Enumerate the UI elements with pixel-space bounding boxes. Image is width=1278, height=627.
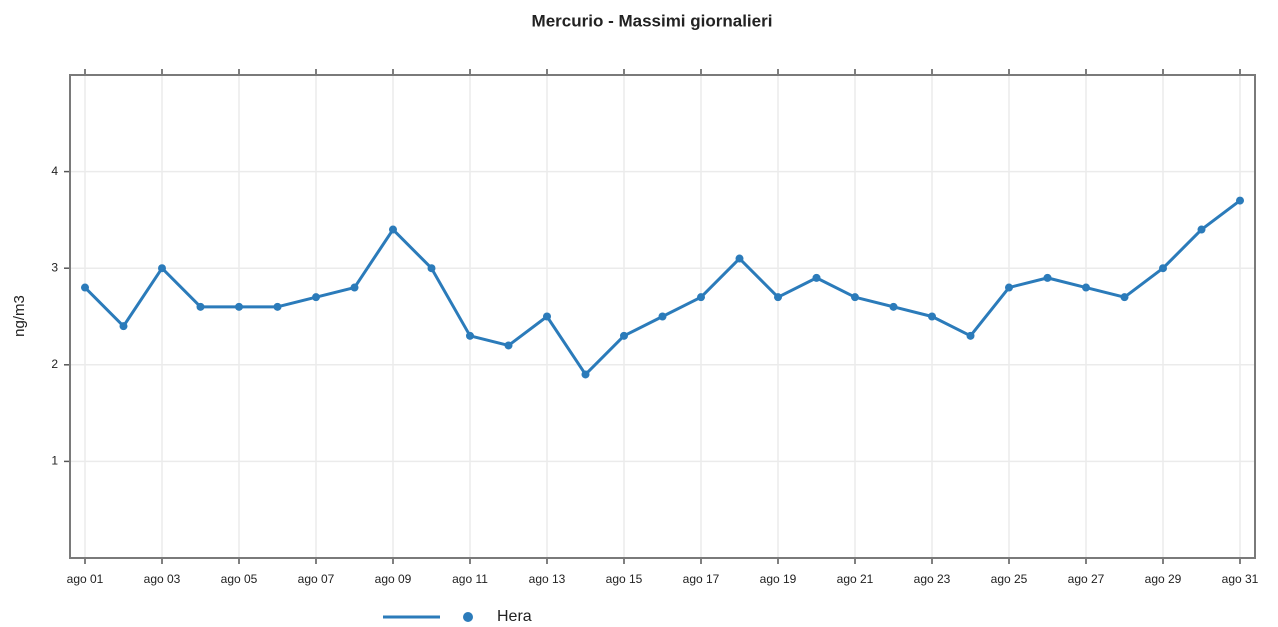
x-tick-label: ago 21 [837, 572, 874, 586]
legend-label: Hera [497, 608, 532, 625]
x-tick-label: ago 29 [1145, 572, 1182, 586]
x-tick-label: ago 07 [298, 572, 335, 586]
x-tick-label: ago 31 [1222, 572, 1259, 586]
data-point [928, 312, 936, 321]
legend-marker [463, 612, 473, 622]
y-tick-label: 2 [51, 357, 58, 371]
data-point [1236, 196, 1244, 205]
data-point [812, 273, 821, 282]
x-tick-label: ago 01 [67, 572, 104, 586]
x-tick-label: ago 03 [144, 572, 181, 586]
plot-frame [69, 74, 1256, 559]
data-point [1120, 293, 1129, 302]
x-tick-label: ago 27 [1068, 572, 1105, 586]
y-tick-label: 4 [51, 164, 58, 178]
data-point [697, 293, 705, 302]
x-tick-label: ago 11 [452, 572, 488, 586]
data-point [620, 331, 628, 340]
x-tick-label: ago 13 [529, 572, 566, 586]
data-point [427, 264, 436, 273]
chart-title: Mercurio - Massimi giornalieri [532, 11, 773, 30]
x-tick-label: ago 05 [221, 572, 258, 586]
data-point [312, 293, 320, 302]
data-point [889, 302, 898, 311]
data-point [851, 293, 859, 302]
x-tick-label: ago 15 [606, 572, 643, 586]
data-point [466, 331, 474, 340]
x-tick-label: ago 19 [760, 572, 797, 586]
series-line [83, 199, 1241, 376]
data-point [735, 254, 744, 263]
data-point [235, 302, 243, 311]
x-tick-label: ago 09 [375, 572, 412, 586]
data-point [504, 341, 513, 350]
y-tick-label: 3 [51, 260, 58, 274]
data-point [1082, 283, 1090, 292]
x-tick-label: ago 23 [914, 572, 951, 586]
data-point [581, 370, 590, 379]
data-point [81, 283, 89, 292]
data-point [1043, 273, 1052, 282]
data-point [1159, 264, 1167, 273]
data-point [1197, 225, 1206, 234]
x-tick-label: ago 25 [991, 572, 1028, 586]
data-point [658, 312, 667, 321]
data-point [389, 225, 397, 234]
data-point [119, 322, 128, 331]
y-tick-label: 1 [51, 454, 58, 468]
data-point [196, 302, 205, 311]
data-point [543, 312, 551, 321]
x-tick-label: ago 17 [683, 572, 720, 586]
data-point [1005, 283, 1013, 292]
y-axis-label: ng/m3 [11, 295, 28, 337]
data-point [774, 293, 782, 302]
data-point [273, 302, 282, 311]
data-point [158, 264, 166, 273]
data-point [966, 331, 975, 340]
data-point [350, 283, 359, 292]
